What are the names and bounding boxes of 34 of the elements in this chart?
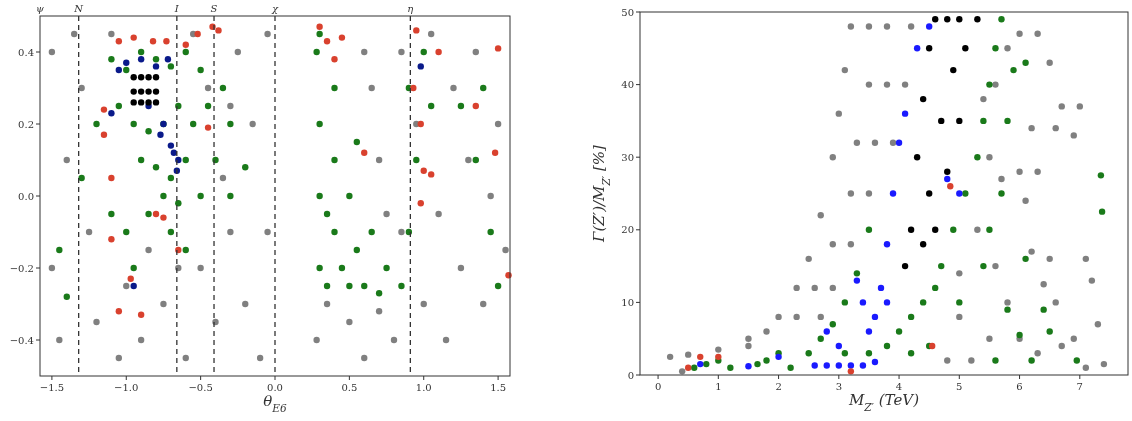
ref-line-label: I <box>173 3 180 14</box>
x-tick-label: 4 <box>895 381 903 392</box>
y-tick-label: −0.2 <box>9 262 34 274</box>
x-tick-label: 3 <box>835 381 842 392</box>
x-tick-label: 2 <box>775 381 782 392</box>
x-axis-title: M$_{Z′}$ (TeV) <box>847 391 920 413</box>
x-tick-label: 6 <box>1016 381 1023 392</box>
x-tick-label: −0.5 <box>188 382 213 393</box>
ref-line-label: η <box>407 3 414 14</box>
y-tick-label: 10 <box>621 296 634 308</box>
x-tick-label: −1.5 <box>39 382 65 393</box>
y-tick-label: 0.0 <box>18 190 34 202</box>
y-tick-label: 50 <box>621 6 634 18</box>
x-tick-label: 1.0 <box>415 382 432 393</box>
y-tick-label: 20 <box>621 224 634 236</box>
y-tick-label: −0.4 <box>9 334 34 346</box>
ref-line-label: S <box>210 3 218 14</box>
x-tick-label: 1 <box>715 381 722 392</box>
x-tick-label: 1.5 <box>490 382 507 393</box>
x-tick-label: 0 <box>654 381 662 392</box>
y-tick-label: 40 <box>621 79 634 91</box>
text: ψ <box>36 3 45 14</box>
ref-line-label: χ <box>270 3 279 14</box>
ref-line-label: N <box>73 3 85 14</box>
x-tick-label: −1.0 <box>114 382 139 393</box>
y-tick-label: 0.4 <box>18 46 34 58</box>
y-tick-label: 0 <box>627 369 634 381</box>
x-tick-label: 0.0 <box>267 382 283 393</box>
y-tick-label: 0.2 <box>18 118 34 130</box>
x-tick-label: 5 <box>956 381 963 392</box>
y-tick-label: 30 <box>621 151 634 163</box>
x-axis-title: θ$_{E6}$ <box>263 392 287 414</box>
x-tick-label: 0.5 <box>341 382 358 393</box>
x-tick-label: 7 <box>1076 381 1083 392</box>
